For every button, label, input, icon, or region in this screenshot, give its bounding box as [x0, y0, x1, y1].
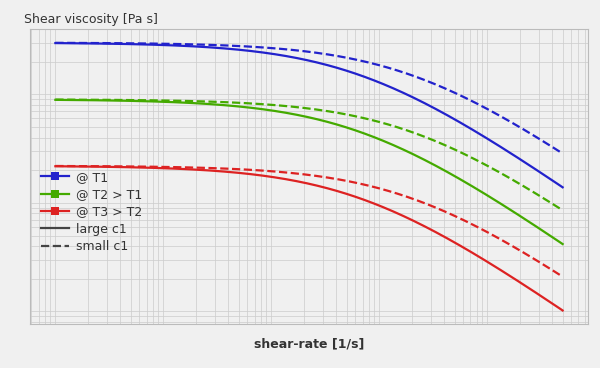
X-axis label: shear-rate [1/s]: shear-rate [1/s]: [254, 337, 364, 350]
Text: Shear viscosity [Pa s]: Shear viscosity [Pa s]: [25, 14, 158, 26]
Legend: @ T1, @ T2 > T1, @ T3 > T2, large c1, small c1: @ T1, @ T2 > T1, @ T3 > T2, large c1, sm…: [36, 166, 148, 258]
